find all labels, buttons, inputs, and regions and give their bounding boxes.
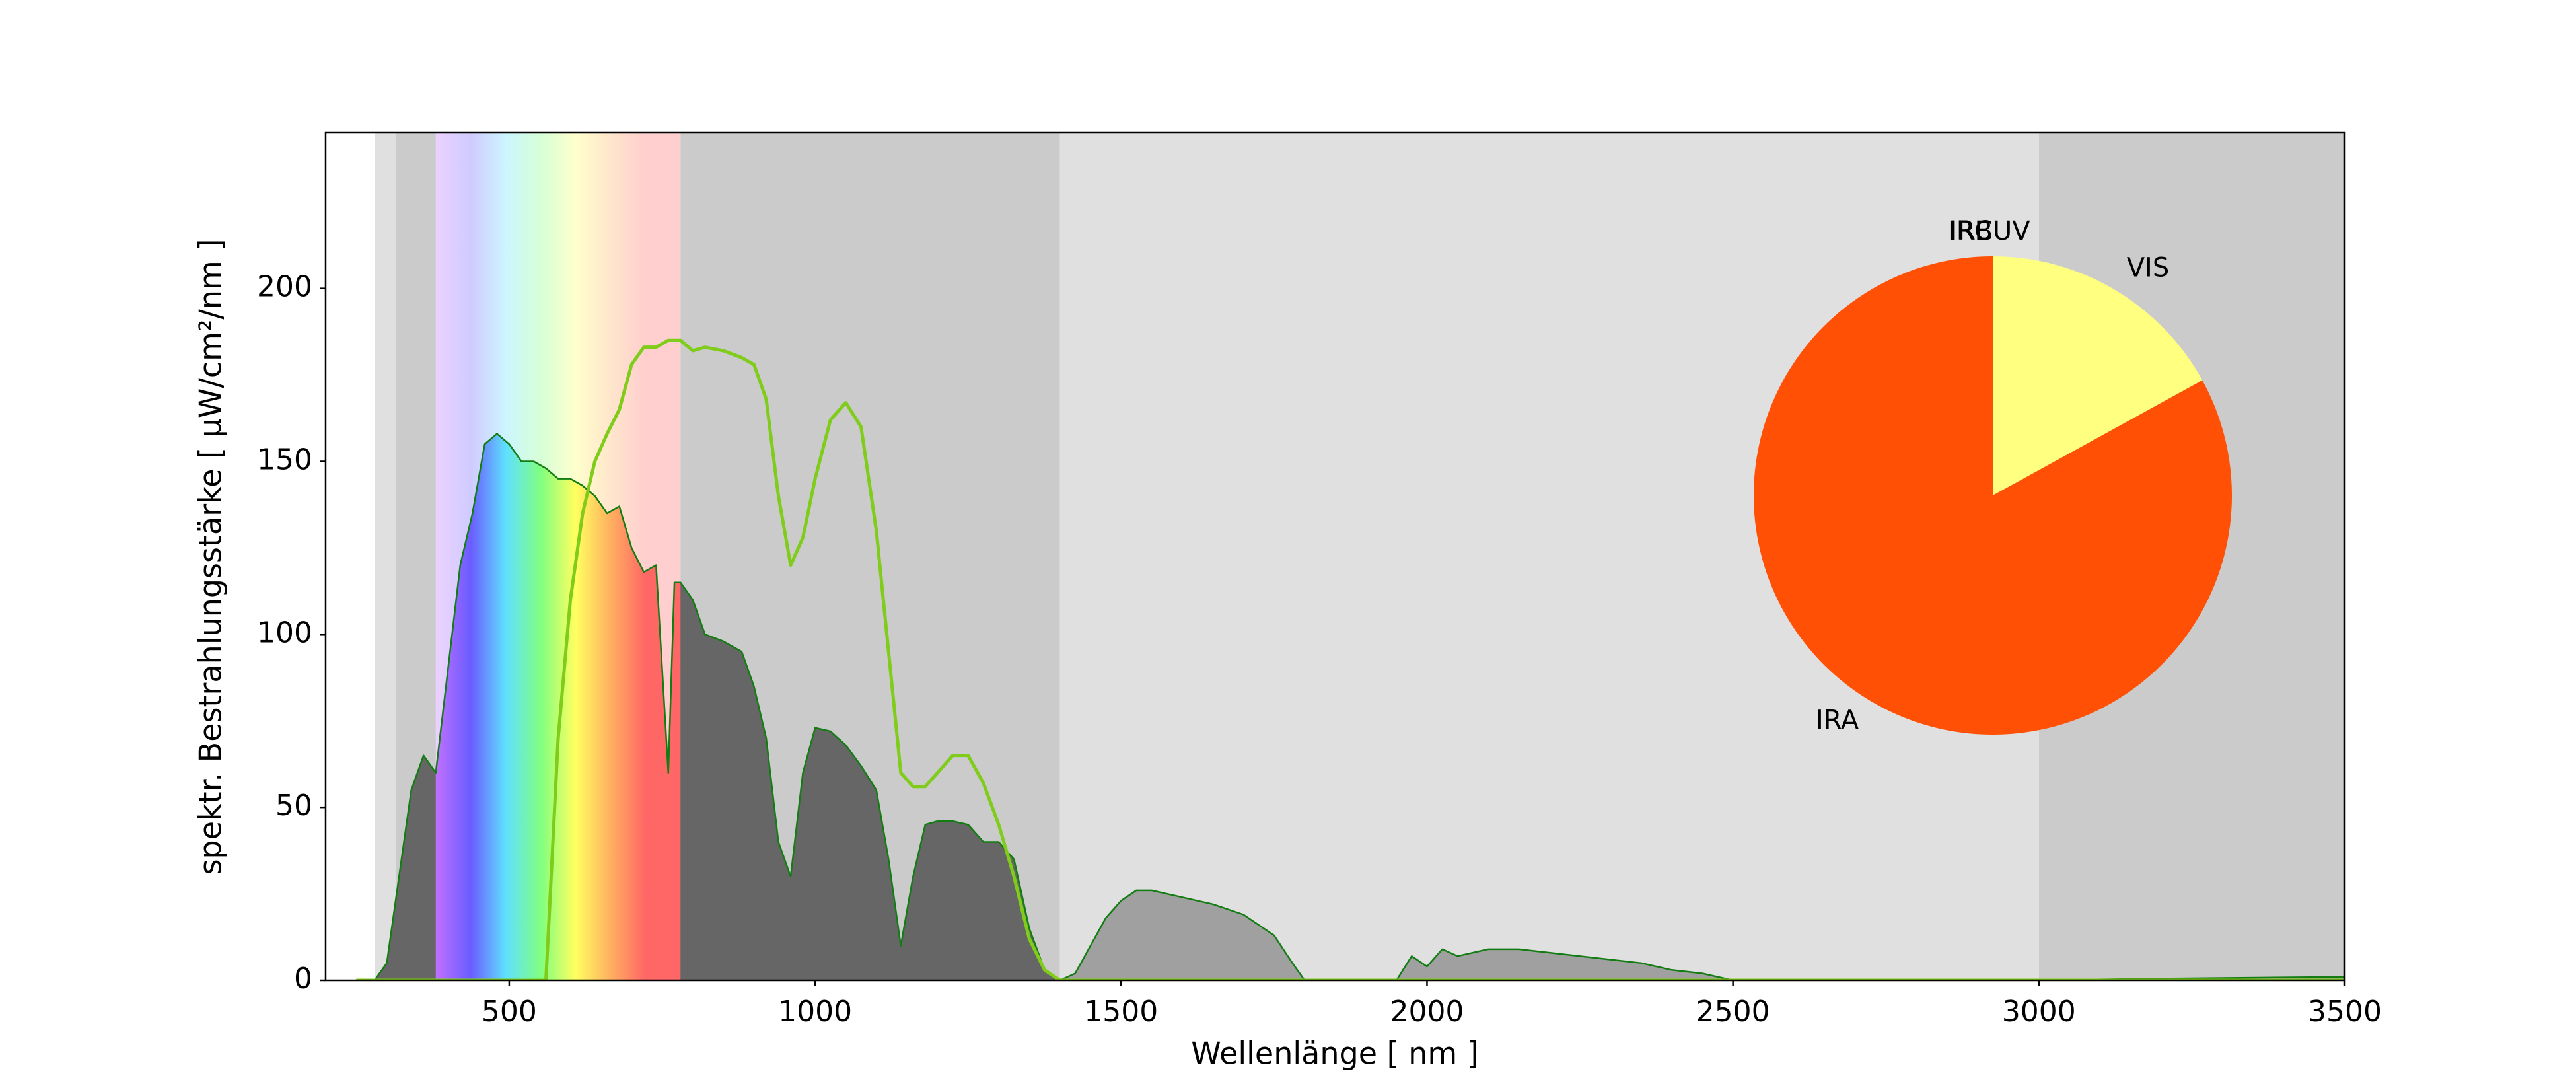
y-tick-label: 0 <box>294 962 312 996</box>
y-tick-label: 200 <box>257 270 312 304</box>
x-tick-label: 500 <box>482 995 537 1029</box>
x-tick-label: 3000 <box>2002 995 2076 1029</box>
x-axis-label: Wellenlänge [ nm ] <box>1191 1036 1478 1072</box>
band <box>375 133 396 980</box>
x-tick-label: 1500 <box>1084 995 1158 1029</box>
pie-label: IRC <box>1949 216 1993 246</box>
pie-label: UV <box>1993 216 2030 246</box>
y-axis-label: spektr. Bestrahlungsstärke [ µW/cm²/nm ] <box>193 239 229 875</box>
pie-label: IRA <box>1816 706 1859 736</box>
axes-frame <box>324 131 2346 982</box>
plot-area <box>356 133 2345 980</box>
x-tick-label: 3500 <box>2308 995 2382 1029</box>
pie-slice <box>1993 256 2203 495</box>
line <box>356 433 2345 980</box>
y-tick-label: 150 <box>257 443 312 476</box>
x-tick-label: 2000 <box>1390 995 1464 1029</box>
pie-label: IRB <box>1949 216 1993 246</box>
y-tick-label: 100 <box>257 616 312 649</box>
y-tick-label: 50 <box>275 789 312 822</box>
pie-label: VIS <box>2127 252 2170 283</box>
x-tick-label: 1000 <box>778 995 852 1029</box>
pie-slice <box>1753 256 2233 735</box>
line <box>356 338 2345 980</box>
x-tick-label: 2500 <box>1696 995 1770 1029</box>
